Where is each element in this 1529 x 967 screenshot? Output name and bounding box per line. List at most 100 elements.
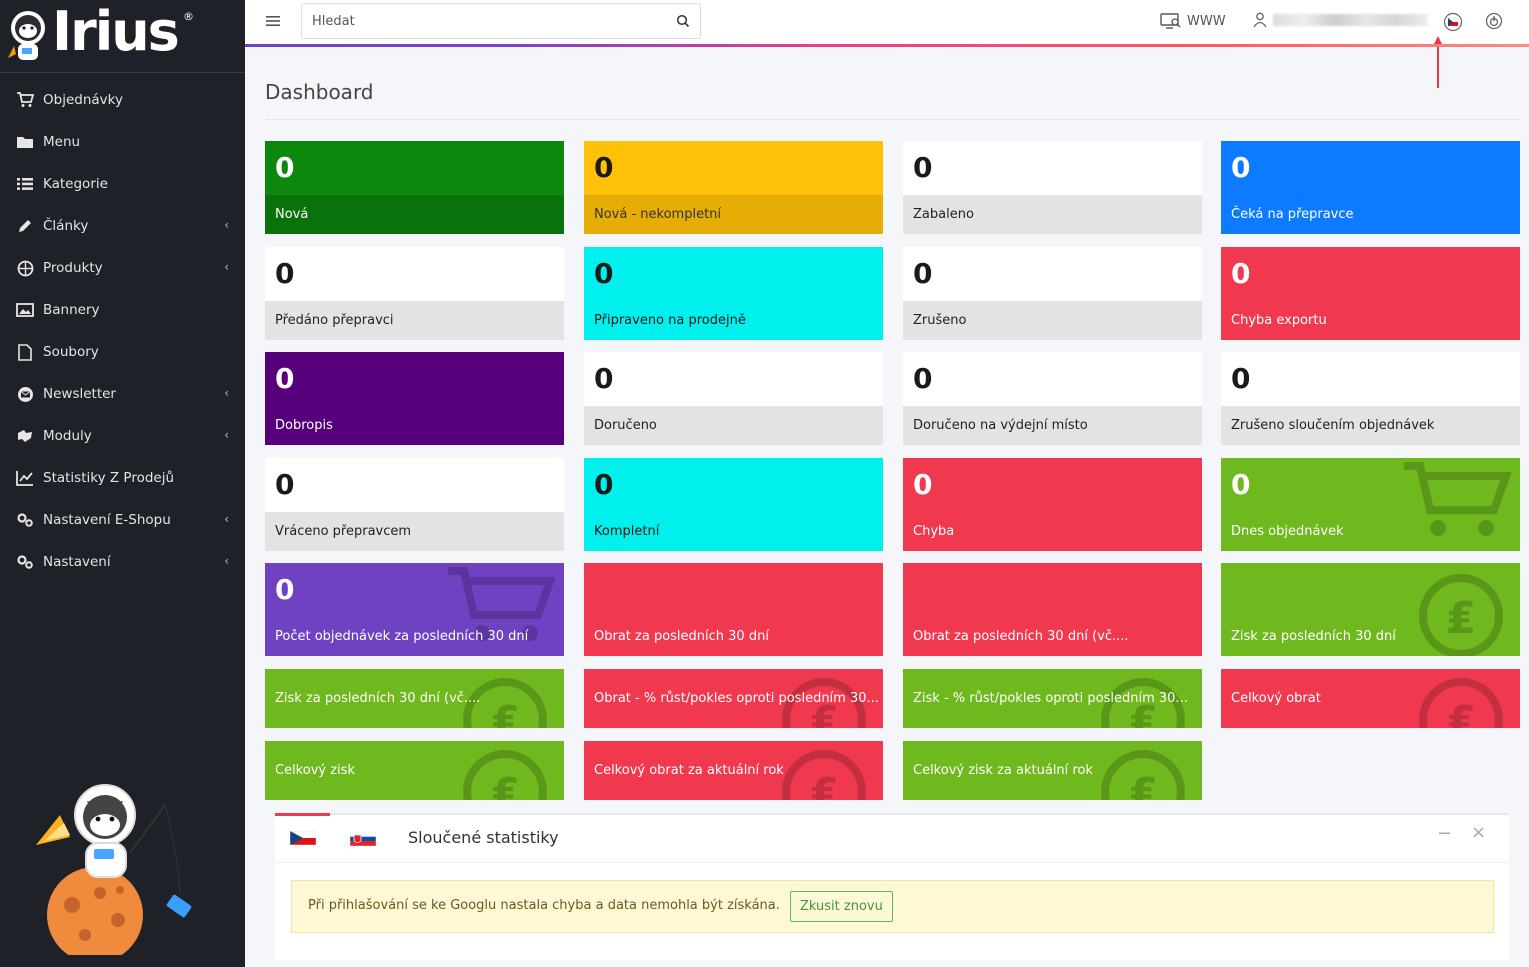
- tile-count: 0: [594, 151, 614, 184]
- tile-label: Doručeno: [584, 406, 883, 445]
- chevron-left-icon: ‹: [224, 386, 229, 400]
- status-tile[interactable]: ₤ Obrat - % růst/pokles oproti posledním …: [584, 669, 883, 728]
- svg-text:₤: ₤: [1128, 769, 1159, 800]
- tile-count: 0: [275, 362, 295, 395]
- tile-label: Vráceno přepravcem: [265, 512, 564, 551]
- chevron-left-icon: ‹: [224, 260, 229, 274]
- coin-bg-icon: ₤: [460, 747, 550, 800]
- user-menu[interactable]: [1253, 12, 1428, 28]
- search-icon[interactable]: [676, 14, 690, 28]
- status-tile[interactable]: 0 Doručeno: [584, 352, 883, 445]
- sidebar-item-newsletter[interactable]: Newsletter ‹: [0, 373, 245, 415]
- svg-text:₤: ₤: [1128, 697, 1159, 728]
- chart-icon: [15, 468, 35, 488]
- brand-logo[interactable]: Irius ®: [0, 0, 245, 73]
- file-icon: [15, 342, 35, 362]
- status-tile[interactable]: 0 Nová - nekompletní: [584, 141, 883, 234]
- status-tile[interactable]: 0 Vráceno přepravcem: [265, 458, 564, 551]
- gears-icon: [15, 552, 35, 572]
- tile-label: Chyba exportu: [1231, 313, 1327, 328]
- sidebar-item-produkty[interactable]: Produkty ‹: [0, 247, 245, 289]
- image-icon: [15, 300, 35, 320]
- www-label: WWW: [1187, 13, 1226, 29]
- status-tile[interactable]: 0 Kompletní: [584, 458, 883, 551]
- language-flag-icon[interactable]: [1443, 12, 1463, 32]
- sidebar-item-label: Nastavení E-Shopu: [43, 512, 171, 528]
- tile-count: 0: [275, 573, 295, 606]
- sidebar-item-objednávky[interactable]: Objednávky: [0, 79, 245, 121]
- sidebar-item-bannery[interactable]: Bannery: [0, 289, 245, 331]
- status-tile[interactable]: 0 Dnes objednávek: [1221, 458, 1520, 551]
- status-tile[interactable]: 0 Doručeno na výdejní místo: [903, 352, 1202, 445]
- list-icon: [15, 174, 35, 194]
- tile-count: 0: [275, 257, 295, 290]
- tile-label: Nová - nekompletní: [584, 195, 883, 234]
- tile-label: Obrat - % růst/pokles oproti posledním 3…: [594, 691, 879, 706]
- basketball-icon: [15, 258, 35, 278]
- status-tile[interactable]: Obrat za posledních 30 dní (vč....: [903, 563, 1202, 656]
- status-tile[interactable]: ₤ Zisk za posledních 30 dní: [1221, 563, 1520, 656]
- status-tile[interactable]: 0 Zrušeno sloučením objednávek: [1221, 352, 1520, 445]
- envelope-circle-icon: [15, 384, 35, 404]
- hamburger-menu-icon[interactable]: [265, 13, 281, 29]
- sidebar-item-soubory[interactable]: Soubory: [0, 331, 245, 373]
- sidebar-item-kategorie[interactable]: Kategorie: [0, 163, 245, 205]
- tile-label: Počet objednávek za posledních 30 dní: [275, 629, 529, 644]
- retry-button[interactable]: Zkusit znovu: [790, 891, 893, 922]
- tile-count: 0: [1231, 468, 1251, 501]
- status-tile[interactable]: 0 Čeká na přepravce: [1221, 141, 1520, 234]
- status-tile[interactable]: ₤ Zisk - % růst/pokles oproti posledním 3…: [903, 669, 1202, 728]
- sidebar-item-moduly[interactable]: Moduly ‹: [0, 415, 245, 457]
- card-title: Sloučené statistiky: [408, 828, 559, 847]
- status-tile[interactable]: ₤ Celkový obrat za aktuální rok: [584, 741, 883, 800]
- tile-count: 0: [913, 362, 933, 395]
- svg-text:₤: ₤: [1446, 593, 1477, 644]
- status-tile[interactable]: ₤ Zisk za posledních 30 dní (vč....: [265, 669, 564, 728]
- status-tile[interactable]: 0 Připraveno na prodejně: [584, 247, 883, 340]
- sidebar-item-label: Newsletter: [43, 386, 116, 402]
- sidebar-item-nastavení[interactable]: Nastavení ‹: [0, 541, 245, 583]
- close-icon[interactable]: ×: [1471, 822, 1487, 843]
- status-tile[interactable]: 0 Zabaleno: [903, 141, 1202, 234]
- tile-count: 0: [1231, 362, 1251, 395]
- sidebar-item-label: Moduly: [43, 428, 92, 444]
- tile-label: Obrat za posledních 30 dní (vč....: [913, 629, 1129, 644]
- sidebar-item-label: Články: [43, 218, 89, 234]
- sidebar-item-nastavení-e-shopu[interactable]: Nastavení E-Shopu ‹: [0, 499, 245, 541]
- pencil-icon: [15, 216, 35, 236]
- www-link[interactable]: WWW: [1160, 12, 1226, 30]
- logout-power-icon[interactable]: [1485, 12, 1503, 30]
- sidebar-item-menu[interactable]: Menu: [0, 121, 245, 163]
- search-input[interactable]: [302, 4, 662, 38]
- status-tile[interactable]: 0 Nová: [265, 141, 564, 234]
- tile-label: Zisk za posledních 30 dní (vč....: [275, 691, 481, 706]
- coin-bg-icon: ₤: [1416, 571, 1506, 656]
- topbar: WWW: [245, 0, 1529, 88]
- coin-bg-icon: ₤: [779, 747, 869, 800]
- tile-count: 0: [913, 468, 933, 501]
- status-tile[interactable]: 0 Chyba: [903, 458, 1202, 551]
- status-tile[interactable]: 0 Počet objednávek za posledních 30 dní: [265, 563, 564, 656]
- sidebar-item-články[interactable]: Články ‹: [0, 205, 245, 247]
- status-tile[interactable]: 0 Dobropis: [265, 352, 564, 445]
- chevron-left-icon: ‹: [224, 428, 229, 442]
- minimize-icon[interactable]: −: [1437, 823, 1453, 844]
- tile-count: 0: [1231, 257, 1251, 290]
- status-tile[interactable]: Obrat za posledních 30 dní: [584, 563, 883, 656]
- tile-label: Celkový obrat za aktuální rok: [594, 763, 784, 778]
- status-tile[interactable]: 0 Zrušeno: [903, 247, 1202, 340]
- tile-label: Připraveno na prodejně: [594, 313, 746, 328]
- status-tile[interactable]: ₤ Celkový zisk: [265, 741, 564, 800]
- chevron-left-icon: ‹: [224, 512, 229, 526]
- google-error-alert: Při přihlašování se ke Googlu nastala ch…: [291, 880, 1494, 933]
- sidebar-item-label: Statistiky Z Prodejů: [43, 470, 175, 486]
- tab-sk[interactable]: [335, 815, 390, 862]
- status-tile[interactable]: ₤ Celkový obrat: [1221, 669, 1520, 728]
- tab-cz[interactable]: [275, 813, 330, 860]
- tile-count: 0: [1231, 151, 1251, 184]
- status-tile[interactable]: ₤ Celkový zisk za aktuální rok: [903, 741, 1202, 800]
- svg-text:₤: ₤: [490, 697, 521, 728]
- status-tile[interactable]: 0 Chyba exportu: [1221, 247, 1520, 340]
- status-tile[interactable]: 0 Předáno přepravci: [265, 247, 564, 340]
- sidebar-item-statistiky-z-prodejů[interactable]: Statistiky Z Prodejů: [0, 457, 245, 499]
